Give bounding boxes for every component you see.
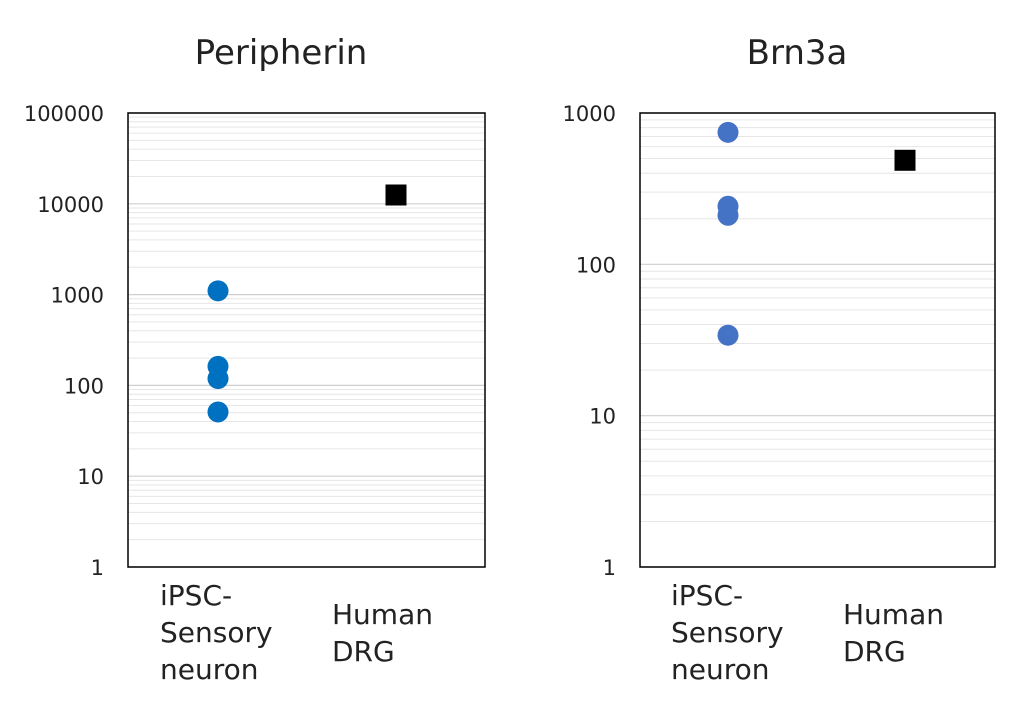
data-point-ipsc-sensory-neuron [207, 280, 229, 302]
y-tick-label: 1 [91, 556, 104, 580]
y-tick-label: 1 [603, 556, 616, 580]
y-tick-label: 1000 [563, 102, 616, 126]
chart-title: Brn3a [747, 33, 848, 73]
y-tick-label: 100 [64, 374, 104, 398]
y-tick-label: 10 [589, 405, 616, 429]
y-tick-label: 100000 [24, 102, 104, 126]
data-point-ipsc-sensory-neuron [717, 204, 739, 226]
chart-0: 1 10 100 1000 10000 100000 Peripherin iPSC-Sens… [24, 33, 486, 686]
data-point-human-drg [385, 184, 407, 206]
data-point-human-drg [894, 149, 916, 171]
y-tick-label: 10 [77, 465, 104, 489]
x-category-label: Human DRG [843, 598, 944, 668]
y-tick-label: 10000 [37, 193, 104, 217]
y-tick-label: 100 [576, 253, 616, 277]
x-category-label: iPSC-Sensory neuron [160, 579, 273, 686]
plot-area-border [639, 112, 996, 568]
data-point-ipsc-sensory-neuron [207, 401, 229, 423]
chart-title: Peripherin [195, 33, 368, 73]
x-category-label: Human DRG [332, 598, 433, 668]
plot-area-border [127, 112, 486, 568]
x-category-label: iPSC-Sensory neuron [671, 579, 784, 686]
data-point-ipsc-sensory-neuron [717, 324, 739, 346]
chart-1: 1 10 100 1000 Brn3a iPSC-Sensory neuron Human DR… [563, 33, 996, 686]
data-point-ipsc-sensory-neuron [207, 368, 229, 390]
data-point-ipsc-sensory-neuron [717, 121, 739, 143]
y-tick-label: 1000 [51, 284, 104, 308]
